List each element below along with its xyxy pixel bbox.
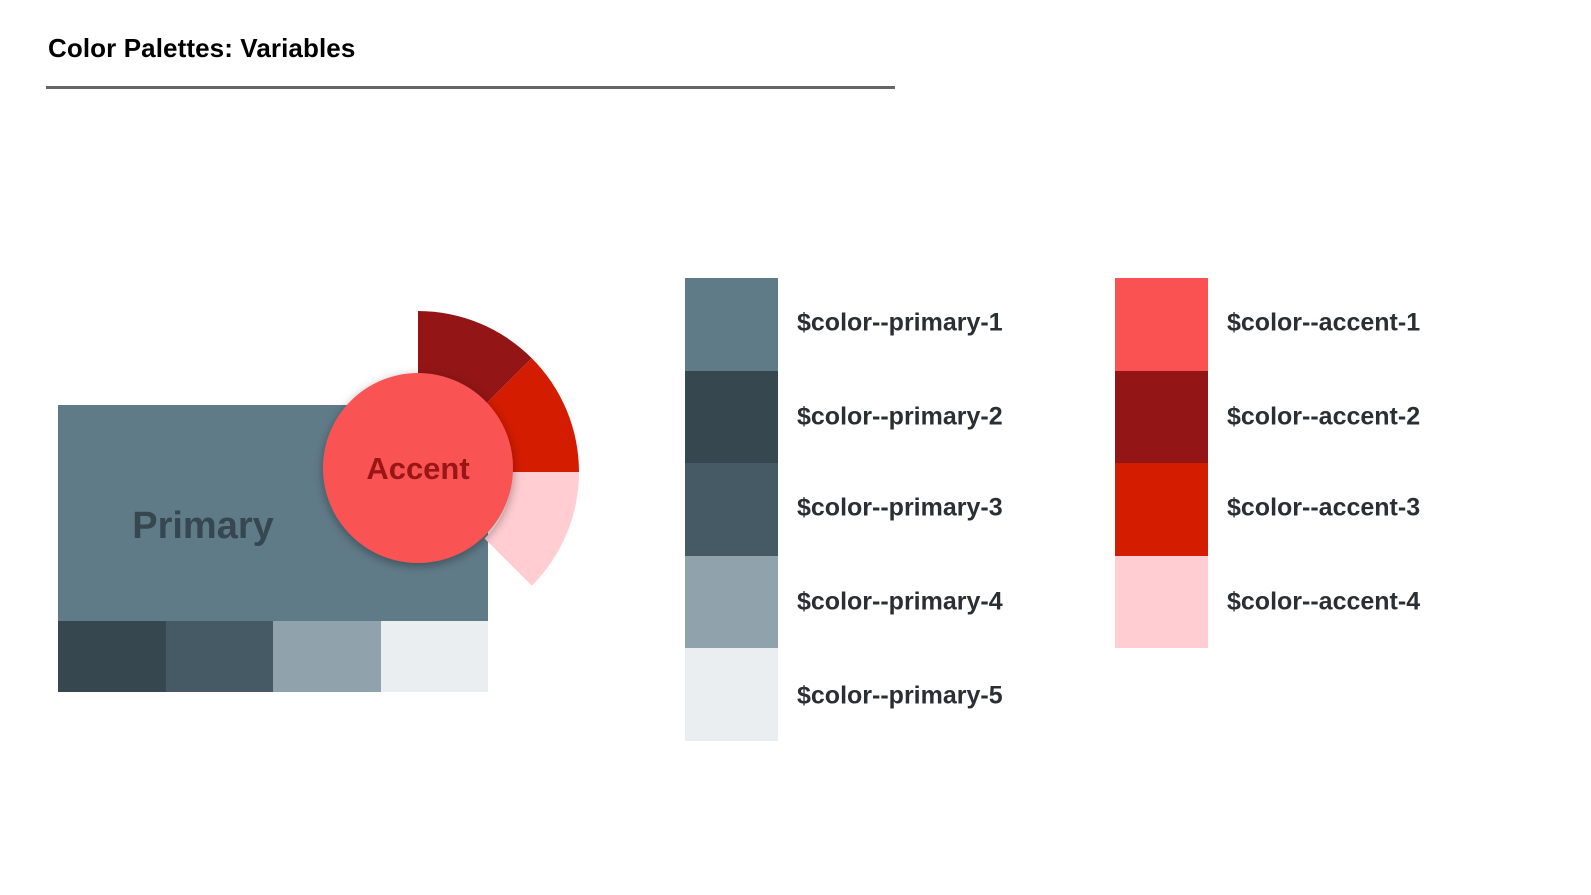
accent-variable-label-1: $color--accent-1	[1227, 308, 1421, 337]
accent-variable-label-2: $color--accent-2	[1227, 402, 1421, 431]
title-divider	[46, 86, 895, 89]
primary-shade-2	[166, 621, 273, 692]
primary-swatch-1	[685, 278, 778, 371]
primary-variable-label-2: $color--primary-2	[797, 402, 1003, 431]
primary-swatch-3	[685, 463, 778, 556]
primary-variable-label-4: $color--primary-4	[797, 587, 1003, 616]
accent-ring-segment-light	[484, 472, 579, 586]
primary-variable-label-5: $color--primary-5	[797, 681, 1003, 710]
accent-variable-label-3: $color--accent-3	[1227, 493, 1421, 522]
primary-shade-4	[381, 621, 488, 692]
primary-label: Primary	[132, 505, 274, 547]
primary-swatch-5	[685, 648, 778, 741]
accent-swatch-2	[1115, 370, 1208, 464]
accent-label: Accent	[366, 451, 469, 486]
accent-circle	[323, 373, 513, 563]
accent-swatch-4	[1115, 555, 1208, 649]
primary-shade-1	[58, 621, 166, 692]
accent-variable-label-4: $color--accent-4	[1227, 587, 1421, 616]
primary-variable-label-3: $color--primary-3	[797, 493, 1003, 522]
primary-variable-label-1: $color--primary-1	[797, 308, 1003, 337]
primary-swatch-4	[685, 555, 778, 649]
accent-swatch-1	[1115, 278, 1208, 371]
primary-swatch-2	[685, 370, 778, 464]
primary-swatch-column	[685, 278, 778, 741]
accent-swatch-3	[1115, 463, 1208, 556]
page-title: Color Palettes: Variables	[48, 33, 356, 63]
accent-swatch-column	[1115, 278, 1208, 649]
primary-shade-3	[273, 621, 381, 692]
